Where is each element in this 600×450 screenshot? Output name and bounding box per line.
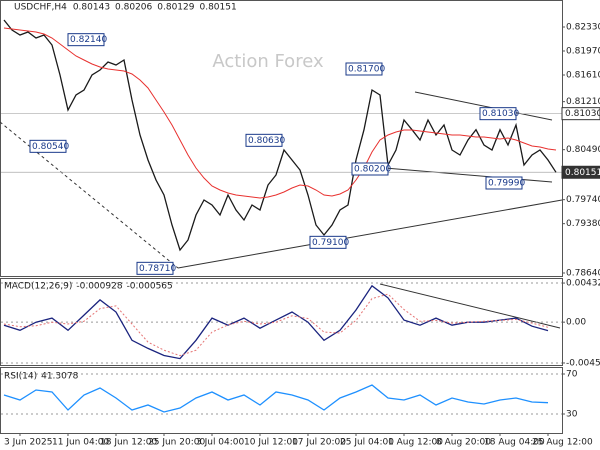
price-label-box <box>561 165 600 179</box>
series-line <box>3 27 557 199</box>
x-tick-label: 25 Aug 12:00 <box>532 438 593 448</box>
ohlc-value: 0.80151 <box>199 3 236 13</box>
annotation-box <box>485 176 523 190</box>
series-line <box>3 293 549 357</box>
x-tick-label: 18 Aug 04:00 <box>484 438 545 448</box>
ohlc-value: 0.80129 <box>157 3 194 13</box>
price-label: 0.80151 <box>565 168 600 178</box>
x-tick-label: 11 Jun 04:00 <box>52 438 109 448</box>
annotation-label: 0.80630 <box>248 136 285 146</box>
y-tick-label: 0.79740 <box>566 195 600 205</box>
y-tick-label: 0.81210 <box>566 97 600 107</box>
annotation-label: 0.79990 <box>488 179 525 189</box>
series-line <box>3 19 557 252</box>
price-label-box <box>561 107 600 121</box>
ohlc-value: 0.80143 <box>73 3 110 13</box>
trend-line <box>384 167 553 183</box>
trend-line <box>379 283 561 329</box>
y-tick-label: 0.79380 <box>566 219 600 229</box>
rsi-panel <box>0 367 563 434</box>
annotation-label: 0.78710 <box>139 264 176 274</box>
price-label: 0.81030 <box>565 109 600 119</box>
x-tick-label: 3 Jul 04:00 <box>196 438 245 448</box>
y-tick-label: 30 <box>566 410 578 420</box>
x-tick-label: 10 Jul 12:00 <box>244 438 298 448</box>
annotation-box <box>67 33 105 47</box>
annotation-label: 0.81700 <box>348 65 385 75</box>
y-tick-label: 0.00 <box>566 318 586 328</box>
annotation-box <box>136 261 174 275</box>
annotation-box <box>309 235 347 249</box>
x-tick-label: 1 Aug 12:00 <box>388 438 443 448</box>
annotation-box <box>479 107 517 121</box>
indicator-value: -0.000928 <box>76 282 122 292</box>
indicator-value: -0.000565 <box>127 282 173 292</box>
annotation-box <box>345 62 383 76</box>
x-tick-label: 25 Jul 04:00 <box>340 438 394 448</box>
trend-line <box>414 91 553 121</box>
y-tick-label: 0.81970 <box>566 47 600 57</box>
annotation-label: 0.80200 <box>354 165 391 175</box>
y-tick-label: 0.82330 <box>566 23 600 33</box>
annotation-label: 0.82140 <box>70 35 107 45</box>
x-tick-label: 17 Jul 20:00 <box>292 438 346 448</box>
x-tick-label: 3 Jun 2025 <box>4 438 52 448</box>
indicator-title: RSI(14) <box>4 372 37 382</box>
x-tick-label: 8 Aug 20:00 <box>436 438 491 448</box>
watermark: Action Forex <box>212 51 324 72</box>
trend-line <box>177 199 563 269</box>
y-tick-label: -0.004511 <box>566 358 600 368</box>
x-tick-label: 18 Jun 12:00 <box>100 438 157 448</box>
x-tick-label: 25 Jun 20:00 <box>148 438 205 448</box>
symbol: USDCHF,H4 <box>14 3 67 13</box>
series-line <box>3 384 549 413</box>
annotation-label: 0.81030 <box>482 109 519 119</box>
annotation-box <box>351 162 389 176</box>
annotation-label: 0.80540 <box>32 142 69 152</box>
indicator-value: 41.3078 <box>41 372 78 382</box>
y-tick-label: 0.004323 <box>566 279 600 289</box>
price-panel <box>0 0 563 277</box>
header: USDCHF,H4 0.80143 0.80206 0.80129 0.80151 <box>14 3 237 13</box>
indicator-title: MACD(12,26,9) <box>4 282 72 292</box>
annotation-box <box>245 133 283 147</box>
y-tick-label: 0.78640 <box>566 269 600 279</box>
y-tick-label: 0.80490 <box>566 145 600 155</box>
annotation-box <box>29 139 67 153</box>
y-tick-label: 70 <box>566 370 578 380</box>
annotation-label: 0.79100 <box>312 238 349 248</box>
ohlc-value: 0.80206 <box>115 3 152 13</box>
y-tick-label: 0.81610 <box>566 71 600 81</box>
series-line <box>3 284 549 360</box>
